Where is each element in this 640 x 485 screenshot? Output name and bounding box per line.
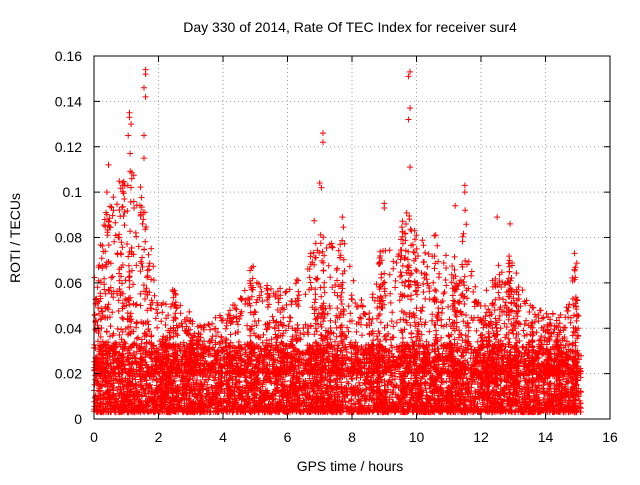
scatter-point — [318, 184, 325, 191]
scatter-point — [405, 73, 412, 80]
scatter-point — [571, 250, 578, 257]
scatter-point — [102, 223, 109, 230]
scatter-point — [142, 93, 149, 100]
y-tick-label: 0.14 — [55, 93, 82, 109]
x-tick-label: 14 — [538, 429, 554, 445]
axes: 0 2 4 6 8 10 12 14 16 0 0.02 0.04 0.06 0.08 0.1 0.12 0.1… — [55, 48, 618, 445]
scatter-point — [103, 189, 110, 196]
y-tick-label: 0.1 — [63, 184, 83, 200]
scatter-point-cloud — [91, 132, 584, 416]
scatter-point — [105, 161, 112, 168]
scatter-point — [461, 182, 468, 189]
x-tick-label: 2 — [155, 429, 163, 445]
scatter-point — [316, 180, 323, 187]
scatter-point — [140, 132, 147, 139]
scatter-point — [405, 116, 412, 123]
scatter-point — [339, 214, 346, 221]
scatter-point — [140, 155, 147, 162]
x-tick-label: 0 — [90, 429, 98, 445]
scatter-point — [319, 130, 326, 137]
y-tick-label: 0.04 — [55, 320, 82, 336]
scatter-point — [140, 84, 147, 91]
y-tick-label: 0.02 — [55, 366, 82, 382]
grid-lines — [94, 56, 610, 419]
x-tick-label: 4 — [219, 429, 227, 445]
x-tick-label: 10 — [409, 429, 425, 445]
scatter-point — [507, 220, 514, 227]
scatter-point — [381, 205, 388, 212]
y-tick-label: 0.08 — [55, 230, 82, 246]
chart-title: Day 330 of 2014, Rate Of TEC Index for r… — [183, 19, 517, 35]
scatter-point — [128, 121, 135, 128]
y-tick-label: 0.16 — [55, 48, 82, 64]
x-tick-label: 8 — [348, 429, 356, 445]
scatter-point — [407, 105, 414, 112]
x-axis-label: GPS time / hours — [297, 458, 404, 474]
scatter-point — [142, 71, 149, 78]
x-tick-label: 6 — [284, 429, 292, 445]
scatter-point — [407, 68, 414, 75]
scatter-point — [407, 164, 414, 171]
y-axis-label: ROTI / TECUs — [7, 193, 23, 283]
scatter-point — [452, 202, 459, 209]
y-tick-label: 0.12 — [55, 139, 82, 155]
x-tick-label: 16 — [602, 429, 618, 445]
scatter-point — [461, 189, 468, 196]
y-tick-label: 0.06 — [55, 275, 82, 291]
scatter-point — [126, 114, 133, 121]
y-tick-label: 0 — [74, 411, 82, 427]
scatter-point — [494, 214, 501, 221]
data-points — [91, 66, 584, 416]
x-tick-label: 12 — [473, 429, 489, 445]
scatter-point — [319, 139, 326, 146]
